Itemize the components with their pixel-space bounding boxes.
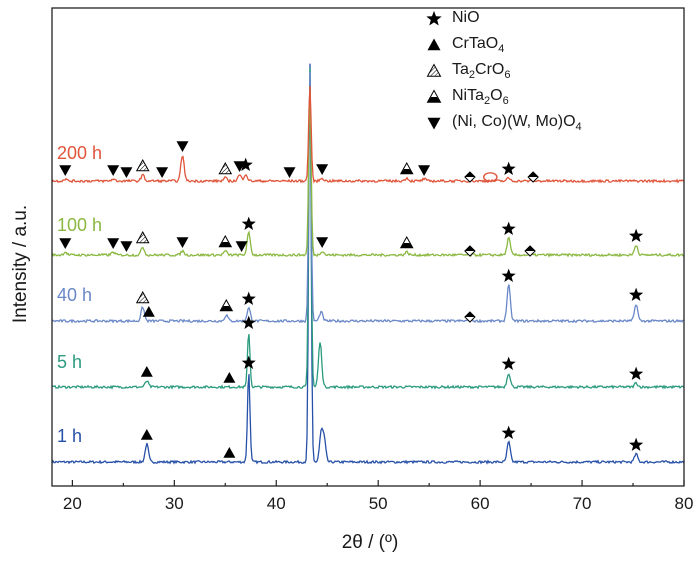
peak-marker-5-17	[527, 171, 539, 183]
peak-marker-5-4	[135, 158, 150, 172]
peak-marker-4-11	[464, 245, 476, 257]
peak-marker-4-3	[120, 241, 133, 252]
peak-marker-4-1	[59, 238, 72, 249]
legend-marker-icon	[426, 63, 442, 77]
legend-label: CrTaO4	[452, 35, 505, 56]
peak-marker-5-1	[59, 165, 72, 176]
peak-marker-5-10	[283, 167, 296, 178]
legend-marker-icon	[426, 89, 442, 103]
peak-marker-5-14	[464, 171, 476, 183]
series-line-3	[52, 71, 684, 324]
legend-label: NiO	[452, 9, 480, 26]
series-line-2	[52, 67, 684, 390]
peak-marker-5-11	[316, 164, 329, 175]
peak-marker-3-2	[142, 306, 155, 317]
x-tick-label: 40	[266, 494, 286, 513]
peak-marker-4-12	[501, 221, 516, 235]
peak-marker-3-1	[135, 290, 150, 304]
peak-marker-1-2	[223, 447, 236, 458]
peak-marker-3-4	[241, 291, 256, 305]
peak-marker-1-5	[629, 437, 644, 451]
peak-marker-4-2	[107, 238, 120, 249]
series-label: 40 h	[57, 285, 93, 305]
legend-marker-icon	[427, 117, 441, 130]
series-label: 5 h	[57, 352, 83, 372]
peak-marker-5-5	[156, 167, 169, 178]
x-tick-label: 80	[674, 494, 694, 513]
peak-marker-5-7	[218, 161, 233, 175]
peak-marker-4-4	[135, 230, 150, 244]
peak-marker-5-16	[501, 161, 516, 175]
x-tick-label: 20	[62, 494, 82, 513]
peak-marker-4-9	[316, 237, 329, 248]
peak-marker-3-5	[464, 311, 476, 323]
x-tick-label: 30	[164, 494, 184, 513]
peak-marker-5-15	[483, 172, 498, 182]
peak-marker-2-2	[223, 372, 236, 383]
series-line-5	[52, 85, 684, 184]
peak-marker-4-5	[176, 237, 189, 248]
peak-marker-5-3	[120, 167, 133, 178]
x-axis-title: 2θ / (º)	[341, 532, 399, 553]
peak-marker-4-7	[235, 241, 248, 252]
peak-marker-2-4	[501, 356, 516, 370]
legend-label: (Ni, Co)(W, Mo)O4	[452, 113, 582, 134]
series-label: 100 h	[57, 215, 103, 235]
y-axis-title: Intensity / a.u.	[10, 204, 31, 324]
x-tick-label: 60	[470, 494, 490, 513]
peak-marker-5-2	[107, 165, 120, 176]
x-tick-label: 50	[368, 494, 388, 513]
peak-marker-4-10	[399, 235, 414, 249]
peak-marker-5-13	[418, 165, 431, 176]
series-line-1	[52, 63, 684, 465]
peak-marker-4-6	[218, 234, 233, 248]
legend-marker-icon	[427, 38, 441, 51]
peak-marker-4-14	[629, 228, 644, 242]
peak-marker-2-3	[241, 315, 256, 329]
peak-marker-5-9	[238, 157, 253, 171]
plot-frame	[51, 7, 685, 487]
peak-marker-2-1	[140, 366, 153, 377]
series-label: 1 h	[57, 426, 83, 446]
series-label: 200 h	[57, 143, 103, 163]
peak-marker-5-6	[176, 141, 189, 152]
legend-marker-icon	[426, 10, 442, 26]
peak-marker-1-4	[501, 425, 516, 439]
peak-marker-1-3	[241, 355, 256, 369]
x-tick-label: 70	[572, 494, 592, 513]
series-line-4	[52, 90, 684, 258]
peak-marker-2-5	[629, 366, 644, 380]
peak-marker-1-1	[140, 429, 153, 440]
peak-marker-3-6	[501, 268, 516, 282]
legend-label: Ta2CrO6	[452, 61, 511, 82]
peak-marker-5-12	[399, 161, 414, 175]
peak-marker-3-3	[219, 298, 234, 312]
legend-label: NiTa2O6	[452, 87, 509, 108]
peak-marker-3-7	[629, 287, 644, 301]
peak-marker-4-13	[524, 245, 536, 257]
peak-marker-4-8	[241, 216, 256, 230]
